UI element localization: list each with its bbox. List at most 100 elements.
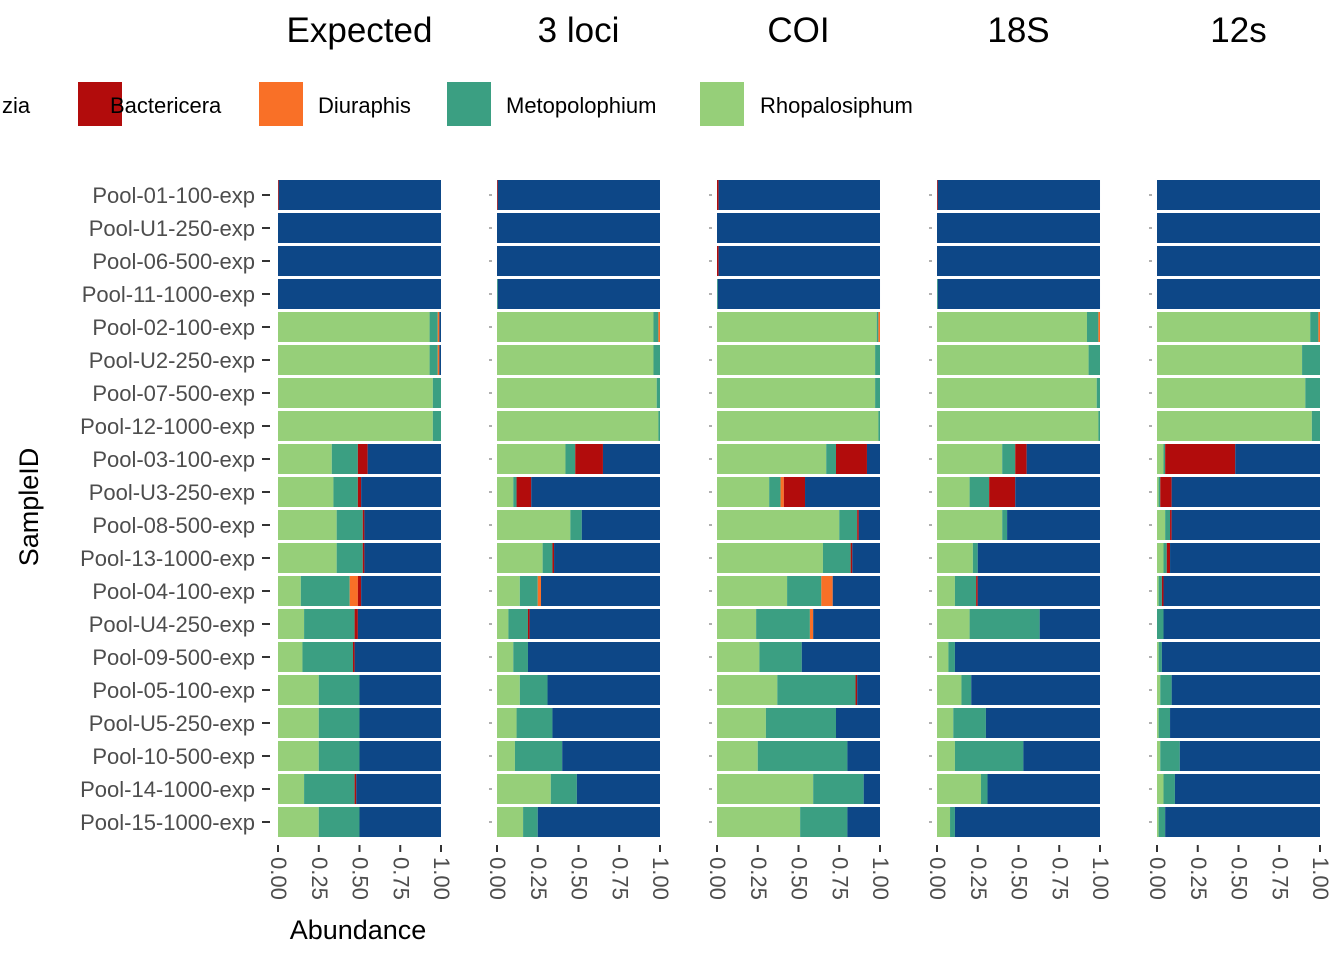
bar-segment-bactericera: [835, 444, 867, 474]
bar-segment-metopolophium: [878, 411, 880, 441]
y-tick-label: Pool-13-1000-exp: [80, 546, 255, 571]
bar-segment-metopolophium: [717, 279, 718, 309]
facet-panel: Expected 0.00 0.25 0.50 0.75 1.00: [266, 11, 454, 900]
bar-segment-rhopalosiphum: [1157, 708, 1159, 738]
bar-segment-metopolophium: [519, 576, 538, 606]
bar-segment-bactericera: [1170, 510, 1172, 540]
x-tick-label: 1.00: [1088, 857, 1113, 900]
bar-segment-rhopalosiphum: [717, 774, 814, 804]
bar-segment-zia: [801, 642, 880, 672]
bar-segment-rhopalosiphum: [717, 741, 758, 771]
legend-swatch-rhopalosiphum: [700, 82, 744, 126]
bar-segment-zia: [937, 279, 1101, 309]
bar-segment-rhopalosiphum: [717, 807, 801, 837]
bar-segment-bactericera: [362, 510, 365, 540]
bar-segment-rhopalosiphum: [278, 378, 433, 408]
bar-segment-rhopalosiphum: [937, 675, 962, 705]
bar-segment-bactericera: [976, 576, 978, 606]
bar-segment-rhopalosiphum: [937, 543, 973, 573]
bar-segment-zia: [562, 741, 660, 771]
bar-segment-zia: [541, 576, 660, 606]
bar-segment-metopolophium: [1002, 510, 1008, 540]
bar-segment-zia: [367, 444, 441, 474]
bar-segment-metopolophium: [756, 609, 810, 639]
bar-segment-rhopalosiphum: [278, 444, 332, 474]
x-tick-label: 0.50: [1007, 857, 1032, 900]
bar-segment-metopolophium: [1002, 444, 1016, 474]
bar-segment-metopolophium: [570, 510, 582, 540]
y-tick-label: Pool-09-500-exp: [92, 645, 255, 670]
bar-segment-bactericera: [1160, 477, 1172, 507]
bar-segment-metopolophium: [300, 576, 350, 606]
bar-segment-metopolophium: [497, 279, 498, 309]
bar-segment-zia: [1161, 642, 1320, 672]
bar-segment-metopolophium: [523, 807, 538, 837]
bar-segment-zia: [1163, 609, 1320, 639]
bar-segment-bactericera: [552, 543, 555, 573]
x-tick-label: 0.00: [925, 857, 950, 900]
bar-segment-zia: [1015, 477, 1100, 507]
y-tick-label: Pool-06-500-exp: [92, 249, 255, 274]
x-tick-label: 0.50: [1227, 857, 1252, 900]
bar-segment-diuraphis: [349, 576, 358, 606]
facet-panels: Expected 0.00 0.25 0.50 0.75 1.00 3 loci 0.00 0.…: [266, 11, 1333, 900]
bar-segment-zia: [529, 609, 660, 639]
bar-segment-zia: [1157, 213, 1320, 243]
facet-title: Expected: [287, 11, 433, 50]
bar-segment-metopolophium: [950, 807, 955, 837]
bar-segment-zia: [497, 279, 660, 309]
legend: zia Bactericera Diuraphis Metopolophium Rhop…: [2, 82, 913, 126]
y-tick-label: Pool-14-1000-exp: [80, 777, 255, 802]
bar-segment-bactericera: [1015, 444, 1027, 474]
bar-segment-diuraphis: [437, 345, 440, 375]
bar-segment-zia: [813, 609, 880, 639]
bar-segment-metopolophium: [542, 543, 553, 573]
y-tick-label: Pool-U4-250-exp: [89, 612, 255, 637]
bar-segment-rhopalosiphum: [937, 741, 955, 771]
bar-segment-rhopalosiphum: [1157, 774, 1164, 804]
x-tick-label: 0.25: [746, 857, 771, 900]
bar-segment-bactericera: [1161, 576, 1164, 606]
bar-segment-zia: [832, 576, 880, 606]
bar-segment-bactericera: [1166, 543, 1171, 573]
bar-segment-rhopalosiphum: [1157, 312, 1311, 342]
bar-segment-zia: [1170, 543, 1320, 573]
bar-segment-bactericera: [357, 477, 362, 507]
bar-segment-zia: [359, 675, 441, 705]
bar-segment-metopolophium: [1305, 378, 1320, 408]
bar-segment-rhopalosiphum: [278, 741, 319, 771]
bar-segment-rhopalosiphum: [937, 576, 955, 606]
x-tick-label: 0.00: [705, 857, 730, 900]
bar-segment-zia: [857, 675, 880, 705]
bar-segment-metopolophium: [516, 708, 553, 738]
y-tick-label: Pool-U1-250-exp: [89, 216, 255, 241]
bar-segment-rhopalosiphum: [717, 477, 770, 507]
bar-segment-rhopalosiphum: [717, 642, 760, 672]
bar-segment-zia: [977, 576, 1100, 606]
bar-segment-zia: [1171, 675, 1320, 705]
bar-segment-metopolophium: [429, 345, 438, 375]
bar-segment-zia: [1007, 510, 1100, 540]
bar-segment-zia: [602, 444, 660, 474]
bar-segment-metopolophium: [972, 543, 978, 573]
bar-segment-rhopalosiphum: [497, 510, 571, 540]
bar-segment-rhopalosiphum: [1157, 576, 1159, 606]
bar-segment-zia: [439, 312, 441, 342]
bar-segment-metopolophium: [822, 543, 851, 573]
x-tick-label: 1.00: [429, 857, 454, 900]
bar-segment-rhopalosiphum: [497, 477, 514, 507]
bar-segment-zia: [364, 510, 441, 540]
bar-segment-bactericera: [783, 477, 806, 507]
bar-segment-zia: [364, 543, 441, 573]
bar-segment-metopolophium: [1158, 576, 1162, 606]
bar-segment-rhopalosiphum: [1157, 411, 1312, 441]
bar-segment-rhopalosiphum: [937, 609, 970, 639]
bar-segment-rhopalosiphum: [937, 477, 970, 507]
bar-segment-zia: [805, 477, 880, 507]
legend-swatch-metopolophium: [447, 82, 491, 126]
x-tick-label: 1.00: [868, 857, 893, 900]
bar-segment-zia: [847, 741, 880, 771]
bar-segment-rhopalosiphum: [278, 708, 319, 738]
x-tick-label: 0.00: [266, 857, 291, 900]
x-tick-label: 0.75: [388, 857, 413, 900]
